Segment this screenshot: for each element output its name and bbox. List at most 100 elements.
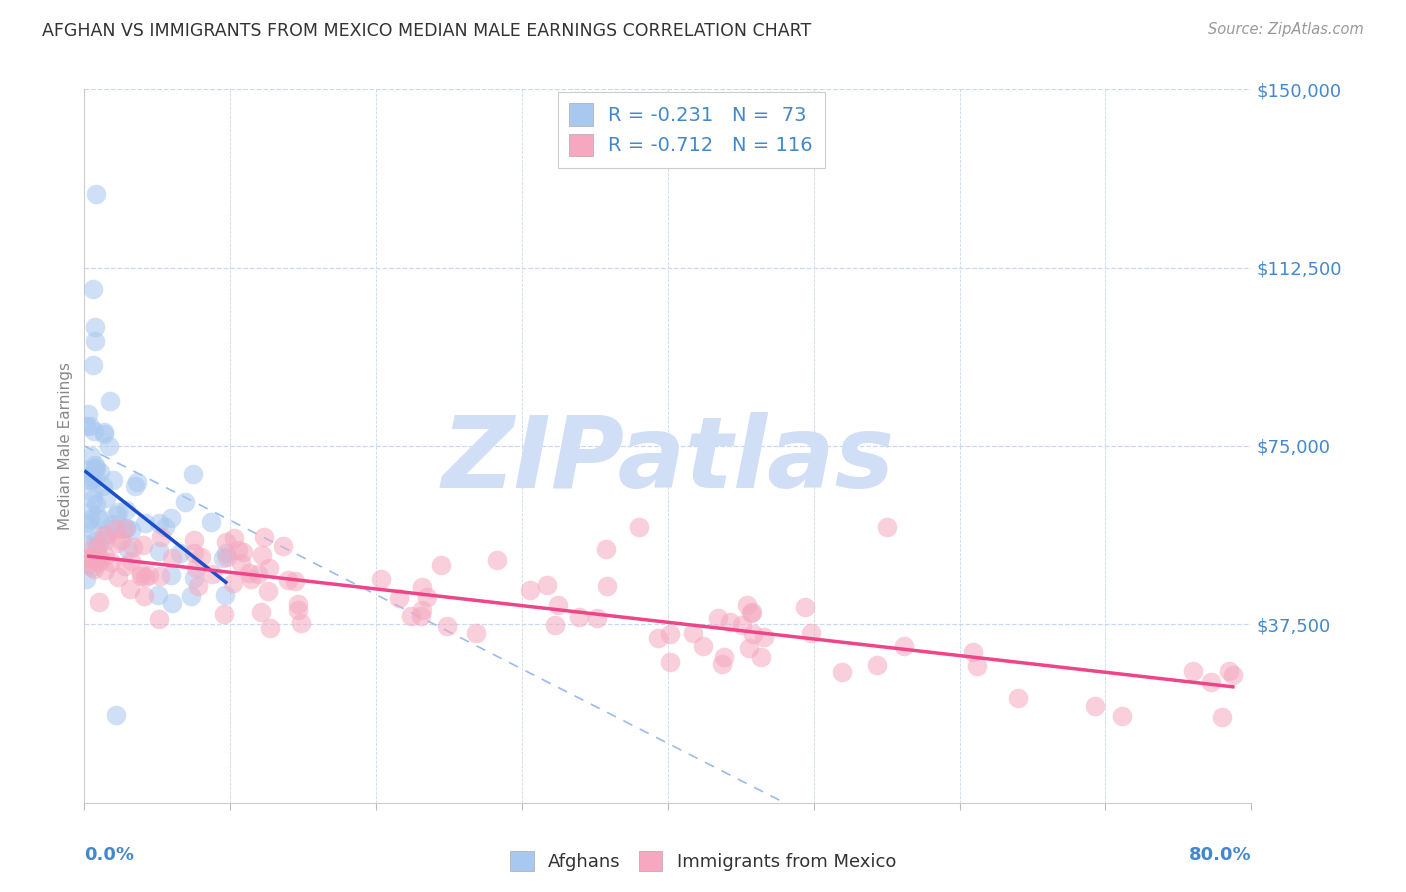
Point <box>76 516 98 530</box>
Point <box>259 621 281 635</box>
Point <box>430 558 453 573</box>
Point <box>83 334 105 349</box>
Point <box>84 543 107 558</box>
Point <box>120 554 142 568</box>
Point <box>169 546 191 560</box>
Point <box>87 539 110 553</box>
Point <box>160 596 183 610</box>
Point <box>536 578 558 592</box>
Point <box>101 516 124 531</box>
Point <box>93 563 115 577</box>
Point <box>77 551 100 566</box>
Point <box>120 523 142 537</box>
Point <box>83 458 105 472</box>
Point <box>84 497 107 511</box>
Point <box>190 550 212 565</box>
Point <box>82 491 104 506</box>
Point <box>79 558 101 572</box>
Point <box>370 572 392 586</box>
Point <box>125 475 148 489</box>
Point <box>114 558 136 573</box>
Point <box>153 520 176 534</box>
Point <box>148 612 170 626</box>
Text: AFGHAN VS IMMIGRANTS FROM MEXICO MEDIAN MALE EARNINGS CORRELATION CHART: AFGHAN VS IMMIGRANTS FROM MEXICO MEDIAN … <box>42 22 811 40</box>
Point <box>284 574 307 588</box>
Point <box>82 486 104 500</box>
Point <box>201 567 224 582</box>
Point <box>962 645 984 659</box>
Point <box>519 582 541 597</box>
Point <box>77 463 100 477</box>
Point <box>238 566 260 581</box>
Point <box>112 523 135 537</box>
Point <box>411 608 433 623</box>
Point <box>246 567 269 582</box>
Text: 0.0%: 0.0% <box>84 846 135 863</box>
Point <box>82 524 104 538</box>
Point <box>80 473 103 487</box>
Point <box>96 491 118 505</box>
Point <box>77 473 100 487</box>
Point <box>94 533 117 548</box>
Point <box>627 520 650 534</box>
Point <box>82 358 104 372</box>
Point <box>659 627 682 641</box>
Point <box>741 626 763 640</box>
Point <box>388 591 411 605</box>
Legend: R = -0.231   N =  73, R = -0.712   N = 116: R = -0.231 N = 73, R = -0.712 N = 116 <box>558 92 824 168</box>
Point <box>547 598 569 612</box>
Point <box>232 545 254 559</box>
Point <box>287 597 309 611</box>
Point <box>82 282 104 296</box>
Point <box>731 618 754 632</box>
Point <box>89 511 111 525</box>
Point <box>76 407 98 421</box>
Point <box>83 562 105 576</box>
Point <box>568 610 591 624</box>
Point <box>97 439 120 453</box>
Point <box>87 537 110 551</box>
Point <box>411 602 433 616</box>
Point <box>647 632 669 646</box>
Point <box>181 467 204 481</box>
Point <box>224 531 246 545</box>
Point <box>149 569 172 583</box>
Point <box>134 589 156 603</box>
Point <box>86 549 108 564</box>
Point <box>82 549 104 563</box>
Point <box>115 520 138 534</box>
Point <box>110 533 132 548</box>
Point <box>257 583 280 598</box>
Point <box>187 579 209 593</box>
Point <box>682 626 704 640</box>
Point <box>80 552 103 566</box>
Point <box>287 603 309 617</box>
Point <box>107 505 129 519</box>
Point <box>101 473 124 487</box>
Point <box>79 418 101 433</box>
Point <box>800 626 823 640</box>
Point <box>83 424 105 438</box>
Point <box>401 609 423 624</box>
Point <box>93 427 115 442</box>
Point <box>86 550 108 565</box>
Point <box>465 626 488 640</box>
Point <box>290 615 312 630</box>
Legend: Afghans, Immigrants from Mexico: Afghans, Immigrants from Mexico <box>503 844 903 879</box>
Text: 80.0%: 80.0% <box>1188 846 1251 863</box>
Point <box>966 659 988 673</box>
Point <box>124 479 146 493</box>
Point <box>214 588 236 602</box>
Point <box>183 546 205 560</box>
Point <box>738 641 761 656</box>
Point <box>122 540 145 554</box>
Point <box>735 599 758 613</box>
Point <box>186 561 208 575</box>
Point <box>1111 709 1133 723</box>
Point <box>253 529 276 543</box>
Point <box>129 569 152 583</box>
Point <box>80 449 103 463</box>
Point <box>77 469 100 483</box>
Point <box>79 504 101 518</box>
Point <box>115 521 138 535</box>
